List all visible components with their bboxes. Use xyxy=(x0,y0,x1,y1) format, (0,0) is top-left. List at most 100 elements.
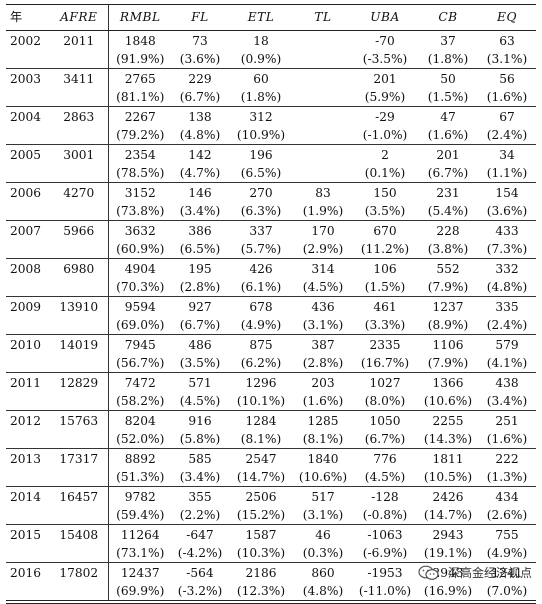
table-row: 2016 17802 12437 -564 2186 860 -1953 2943 1241 xyxy=(6,562,536,584)
cell-share: (11.2%) xyxy=(360,242,410,256)
cell-value: 201 xyxy=(352,68,418,90)
cell-share xyxy=(294,166,352,183)
cell-value: 138 xyxy=(172,106,228,128)
cell-value: 63 xyxy=(499,34,515,48)
cell-share: (3.1%) xyxy=(302,508,344,522)
cell-value: 229 xyxy=(172,68,228,90)
cell-value: 154 xyxy=(478,182,536,204)
cell-value: 251 xyxy=(478,410,536,432)
cell-share: (-0.8%) xyxy=(362,508,408,522)
cell-value: 2186 xyxy=(228,562,294,584)
cell-share: (14.7%) xyxy=(423,508,473,522)
cell-share: (10.1%) xyxy=(236,394,286,408)
cell-share: (6.7%) xyxy=(179,318,221,332)
cell-value: 142 xyxy=(172,144,228,166)
cell-share: (10.5%) xyxy=(423,470,473,484)
cell-share: (4.8%) xyxy=(179,128,221,142)
table-row: 2005 3001 2354 142 196 2 201 34 xyxy=(6,144,536,166)
cell-share: (5.9%) xyxy=(364,90,406,104)
cell-empty xyxy=(6,90,50,107)
table-row-share: (51.3%) (3.4%) (14.7%) (10.6%) (4.5%) (10.5%)… xyxy=(6,470,536,487)
cell-share: (-6.9%) xyxy=(362,546,408,560)
cell-share: (59.4%) xyxy=(116,508,165,522)
cell-share: (78.5%) xyxy=(116,166,165,180)
cell-share: (3.4%) xyxy=(179,204,221,218)
cell-share: (3.1%) xyxy=(302,318,344,332)
cell-value: 47 xyxy=(418,106,478,128)
cell-share: (6.1%) xyxy=(240,280,282,294)
cell-value: 228 xyxy=(418,220,478,242)
cell-share: (6.7%) xyxy=(427,166,469,180)
table-row-share: (91.9%) (3.6%) (0.9%) (-3.5%) (1.8%) (3.1%) xyxy=(6,52,536,69)
cell-share: (15.2%) xyxy=(236,508,286,522)
cell-value: 7945 xyxy=(108,334,172,356)
cell-value: 2506 xyxy=(228,486,294,508)
cell-value: 203 xyxy=(294,372,352,394)
cell-share: (4.1%) xyxy=(486,356,528,370)
header-eq: EQ xyxy=(478,4,536,31)
cell-share: (4.8%) xyxy=(302,584,344,598)
cell-empty xyxy=(50,242,109,259)
cell-empty xyxy=(50,318,109,335)
cell-share: (4.9%) xyxy=(486,546,528,560)
cell-empty xyxy=(50,356,109,373)
cell-value: -128 xyxy=(352,486,418,508)
cell-value: 2547 xyxy=(228,448,294,470)
cell-value: 670 xyxy=(352,220,418,242)
cell-value: 1237 xyxy=(418,296,478,318)
cell-share: (56.7%) xyxy=(116,356,165,370)
cell-value: 50 xyxy=(418,68,478,90)
cell-value: 67 xyxy=(478,106,536,128)
table-row: 2008 6980 4904 195 426 314 106 552 332 xyxy=(6,258,536,280)
header-tl: TL xyxy=(294,4,352,31)
cell-afre: 13910 xyxy=(50,296,109,318)
cell-share: (1.3%) xyxy=(486,470,528,484)
cell-share: (73.8%) xyxy=(116,204,165,218)
table-row: 2009 13910 9594 927 678 436 461 1237 335 xyxy=(6,296,536,318)
cell-empty xyxy=(6,166,50,183)
cell-empty xyxy=(6,318,50,335)
cell-share: (69.9%) xyxy=(116,584,165,598)
cell-share: (3.8%) xyxy=(427,242,469,256)
cell-empty xyxy=(50,508,109,525)
table-row: 2015 15408 11264 -647 1587 46 -1063 2943 755 xyxy=(6,524,536,546)
cell-share: (8.1%) xyxy=(302,432,344,446)
cell-value: 438 xyxy=(478,372,536,394)
cell-share: (81.1%) xyxy=(116,90,165,104)
table-row-share: (81.1%) (6.7%) (1.8%) (5.9%) (1.5%) (1.6%) xyxy=(6,90,536,107)
cell-year: 2016 xyxy=(6,562,50,584)
cell-value: 170 xyxy=(294,220,352,242)
cell-afre: 4270 xyxy=(50,182,109,204)
table-row: 2004 2863 2267 138 312 -29 47 67 xyxy=(6,106,536,128)
cell-value: 37 xyxy=(440,34,456,48)
cell-value: 270 xyxy=(228,182,294,204)
cell-year: 2015 xyxy=(6,524,50,546)
cell-share: (14.3%) xyxy=(423,432,473,446)
table-row-share: (52.0%) (5.8%) (8.1%) (8.1%) (6.7%) (14.3%) (1… xyxy=(6,432,536,449)
cell-share: (6.5%) xyxy=(240,166,282,180)
cell-afre: 3001 xyxy=(50,144,109,166)
cell-empty xyxy=(6,546,50,563)
cell-value: 2765 xyxy=(108,68,172,90)
table-row-share: (56.7%) (3.5%) (6.2%) (2.8%) (16.7%) (7.9%) (4… xyxy=(6,356,536,373)
cell-year: 2004 xyxy=(6,106,50,128)
cell-share: (70.3%) xyxy=(116,280,165,294)
cell-value: 150 xyxy=(352,182,418,204)
cell-value: 1366 xyxy=(418,372,478,394)
cell-value: 8204 xyxy=(108,410,172,432)
cell-empty xyxy=(6,584,50,600)
table-header-row: 年 AFRE RMBL FL ETL TL UBA CB EQ xyxy=(6,4,536,31)
cell-share: (16.7%) xyxy=(360,356,410,370)
cell-share: (8.1%) xyxy=(240,432,282,446)
cell-value: 1840 xyxy=(294,448,352,470)
cell-share: (7.3%) xyxy=(486,242,528,256)
cell-afre: 15408 xyxy=(50,524,109,546)
cell-year: 2002 xyxy=(10,34,42,48)
cell-share: (2.8%) xyxy=(302,356,344,370)
cell-afre: 15763 xyxy=(50,410,109,432)
cell-value: 386 xyxy=(172,220,228,242)
cell-value: 434 xyxy=(478,486,536,508)
cell-share: (8.9%) xyxy=(427,318,469,332)
cell-share: (0.3%) xyxy=(302,546,344,560)
cell-empty xyxy=(50,166,109,183)
